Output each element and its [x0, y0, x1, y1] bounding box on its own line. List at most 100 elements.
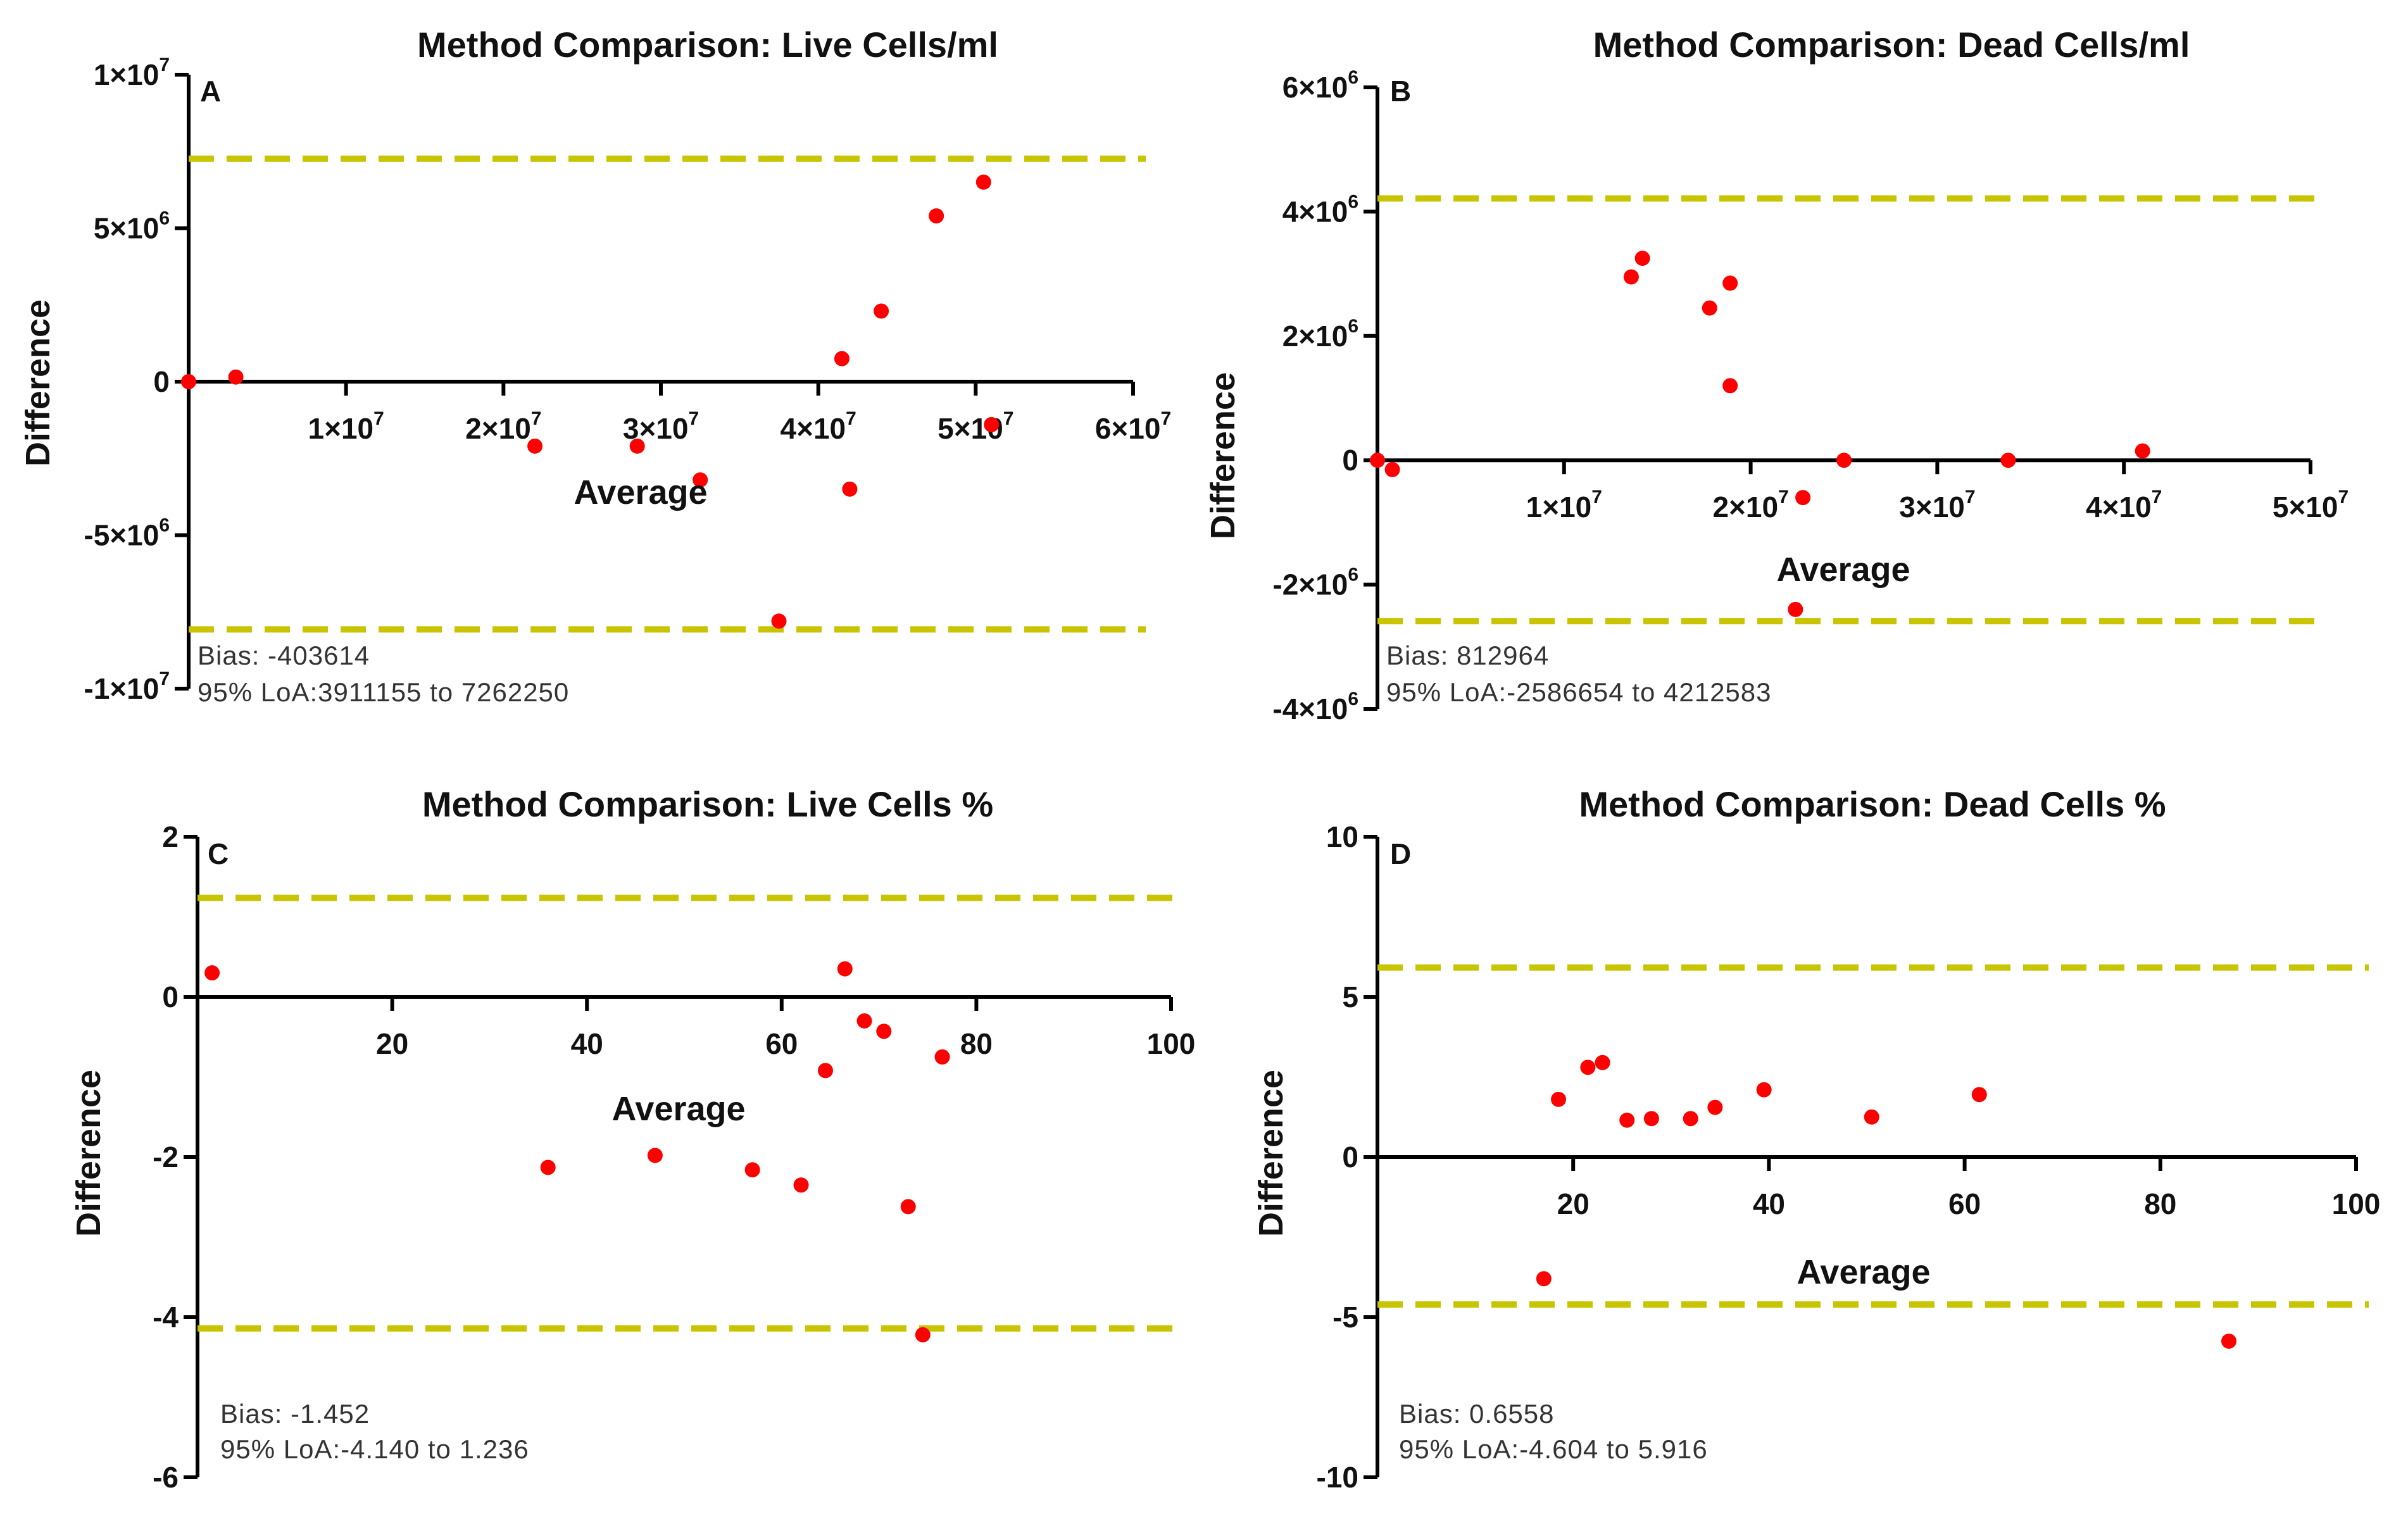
x-tick-label: 40: [571, 1027, 603, 1060]
y-axis-label: Difference: [19, 299, 57, 466]
data-point: [1536, 1271, 1552, 1287]
y-tick-times: ×10: [1298, 320, 1348, 353]
x-tick-mantissa: 5: [2273, 491, 2289, 523]
y-tick-label: 4×106: [1282, 191, 1358, 228]
data-point: [693, 472, 708, 488]
x-tick-label: 2×107: [465, 408, 541, 445]
x-tick-times: ×10: [1916, 491, 1965, 523]
data-point: [204, 965, 220, 981]
x-tick-exponent: 7: [1591, 487, 1602, 508]
x-axis-label: Average: [1776, 551, 1910, 589]
data-point: [1971, 1087, 1987, 1103]
y-tick-times: ×10: [110, 212, 159, 245]
y-tick-exponent: 6: [1348, 67, 1358, 88]
y-tick-mantissa: 0: [1342, 444, 1358, 477]
data-point: [1836, 453, 1852, 468]
x-tick-mantissa: 60: [1948, 1187, 1981, 1220]
x-tick-mantissa: 100: [2332, 1187, 2381, 1220]
y-tick-label: 10: [1326, 820, 1358, 853]
panel-letter: D: [1390, 837, 1411, 870]
y-tick-mantissa: 0: [162, 980, 179, 1013]
y-tick-label: -4×106: [1272, 689, 1358, 725]
y-tick-label: 6×106: [1282, 67, 1358, 104]
data-point: [1795, 490, 1811, 506]
data-point: [900, 1199, 916, 1215]
y-tick-exponent: 6: [1348, 191, 1358, 212]
x-tick-label: 100: [1147, 1027, 1196, 1060]
loa-annotation: 95% LoA:-2586654 to 4212583: [1386, 677, 1772, 707]
data-point: [837, 961, 853, 977]
bias-annotation: Bias: 0.6558: [1399, 1399, 1555, 1429]
y-axis-label: Difference: [1204, 372, 1242, 539]
x-tick-label: 3×107: [1899, 487, 1975, 523]
y-axis-label: Difference: [70, 1070, 108, 1237]
y-tick-mantissa: 6: [1282, 71, 1299, 104]
x-tick-times: ×10: [324, 412, 373, 445]
y-tick-exponent: 6: [1348, 565, 1358, 585]
y-tick-mantissa: -10: [1317, 1461, 1358, 1494]
bias-annotation: Bias: -1.452: [220, 1399, 370, 1429]
x-tick-exponent: 7: [2152, 487, 2162, 508]
x-tick-exponent: 7: [1160, 408, 1171, 429]
panel-c: Method Comparison: Live Cells %C20-2-4-6…: [70, 784, 1195, 1494]
bias-annotation: Bias: -403614: [198, 641, 370, 670]
x-tick-label: 40: [1753, 1187, 1785, 1220]
y-tick-times: ×10: [1298, 568, 1348, 601]
x-tick-label: 5×107: [937, 408, 1013, 445]
x-tick-times: ×10: [796, 412, 846, 445]
data-point: [1595, 1054, 1610, 1070]
x-tick-mantissa: 2: [1712, 491, 1729, 523]
data-point: [2000, 453, 2016, 468]
y-tick-times: ×10: [1298, 71, 1348, 104]
data-point: [934, 1049, 950, 1065]
x-tick-exponent: 7: [846, 408, 856, 429]
x-tick-mantissa: 1: [308, 412, 325, 445]
loa-annotation: 95% LoA:3911155 to 7262250: [198, 677, 569, 707]
loa-annotation: 95% LoA:-4.140 to 1.236: [220, 1434, 529, 1464]
x-tick-label: 100: [2332, 1187, 2381, 1220]
y-tick-exponent: 6: [1348, 689, 1358, 710]
y-tick-label: 0: [1342, 444, 1358, 477]
x-tick-mantissa: 3: [1899, 491, 1916, 523]
data-point: [1788, 601, 1803, 617]
data-point: [2221, 1333, 2237, 1349]
data-point: [842, 481, 858, 497]
x-tick-label: 6×107: [1095, 408, 1171, 445]
x-tick-exponent: 7: [1778, 487, 1789, 508]
bias-annotation: Bias: 812964: [1386, 641, 1549, 670]
y-tick-mantissa: -2: [153, 1141, 179, 1173]
x-tick-mantissa: 20: [376, 1027, 408, 1060]
y-tick-label: 2×106: [1282, 316, 1358, 353]
x-tick-label: 4×107: [2086, 487, 2162, 523]
x-tick-times: ×10: [1111, 412, 1160, 445]
y-tick-mantissa: 0: [153, 365, 170, 398]
data-point: [1370, 453, 1385, 468]
y-tick-exponent: 6: [159, 208, 170, 229]
panel-letter: B: [1390, 75, 1411, 108]
panel-b: Method Comparison: Dead Cells/mlB6×1064×…: [1204, 25, 2348, 725]
y-tick-mantissa: -4: [153, 1301, 179, 1334]
x-tick-mantissa: 2: [465, 412, 482, 445]
x-tick-mantissa: 1: [1526, 491, 1543, 523]
data-point: [1683, 1111, 1698, 1127]
y-tick-mantissa: 0: [1342, 1141, 1358, 1173]
data-point: [1722, 378, 1738, 394]
data-point: [984, 416, 1000, 432]
x-tick-label: 1×107: [1526, 487, 1602, 523]
y-tick-label: 5: [1342, 980, 1358, 1013]
x-tick-label: 1×107: [308, 408, 384, 445]
x-tick-label: 80: [2144, 1187, 2176, 1220]
x-tick-label: 60: [765, 1027, 798, 1060]
y-tick-mantissa: 4: [1282, 195, 1299, 228]
y-tick-times: ×10: [1298, 692, 1348, 725]
x-tick-mantissa: 4: [781, 412, 797, 445]
y-tick-label: -2: [153, 1141, 179, 1173]
x-tick-exponent: 7: [1003, 408, 1014, 429]
y-tick-exponent: 6: [1348, 316, 1358, 337]
x-axis-label: Average: [611, 1090, 745, 1128]
panel-letter: A: [200, 75, 221, 108]
x-tick-mantissa: 20: [1557, 1187, 1590, 1220]
y-tick-label: -2×106: [1272, 565, 1358, 601]
y-tick-mantissa: 5: [1342, 980, 1358, 1013]
chart-title: Method Comparison: Dead Cells/ml: [1593, 25, 2190, 65]
